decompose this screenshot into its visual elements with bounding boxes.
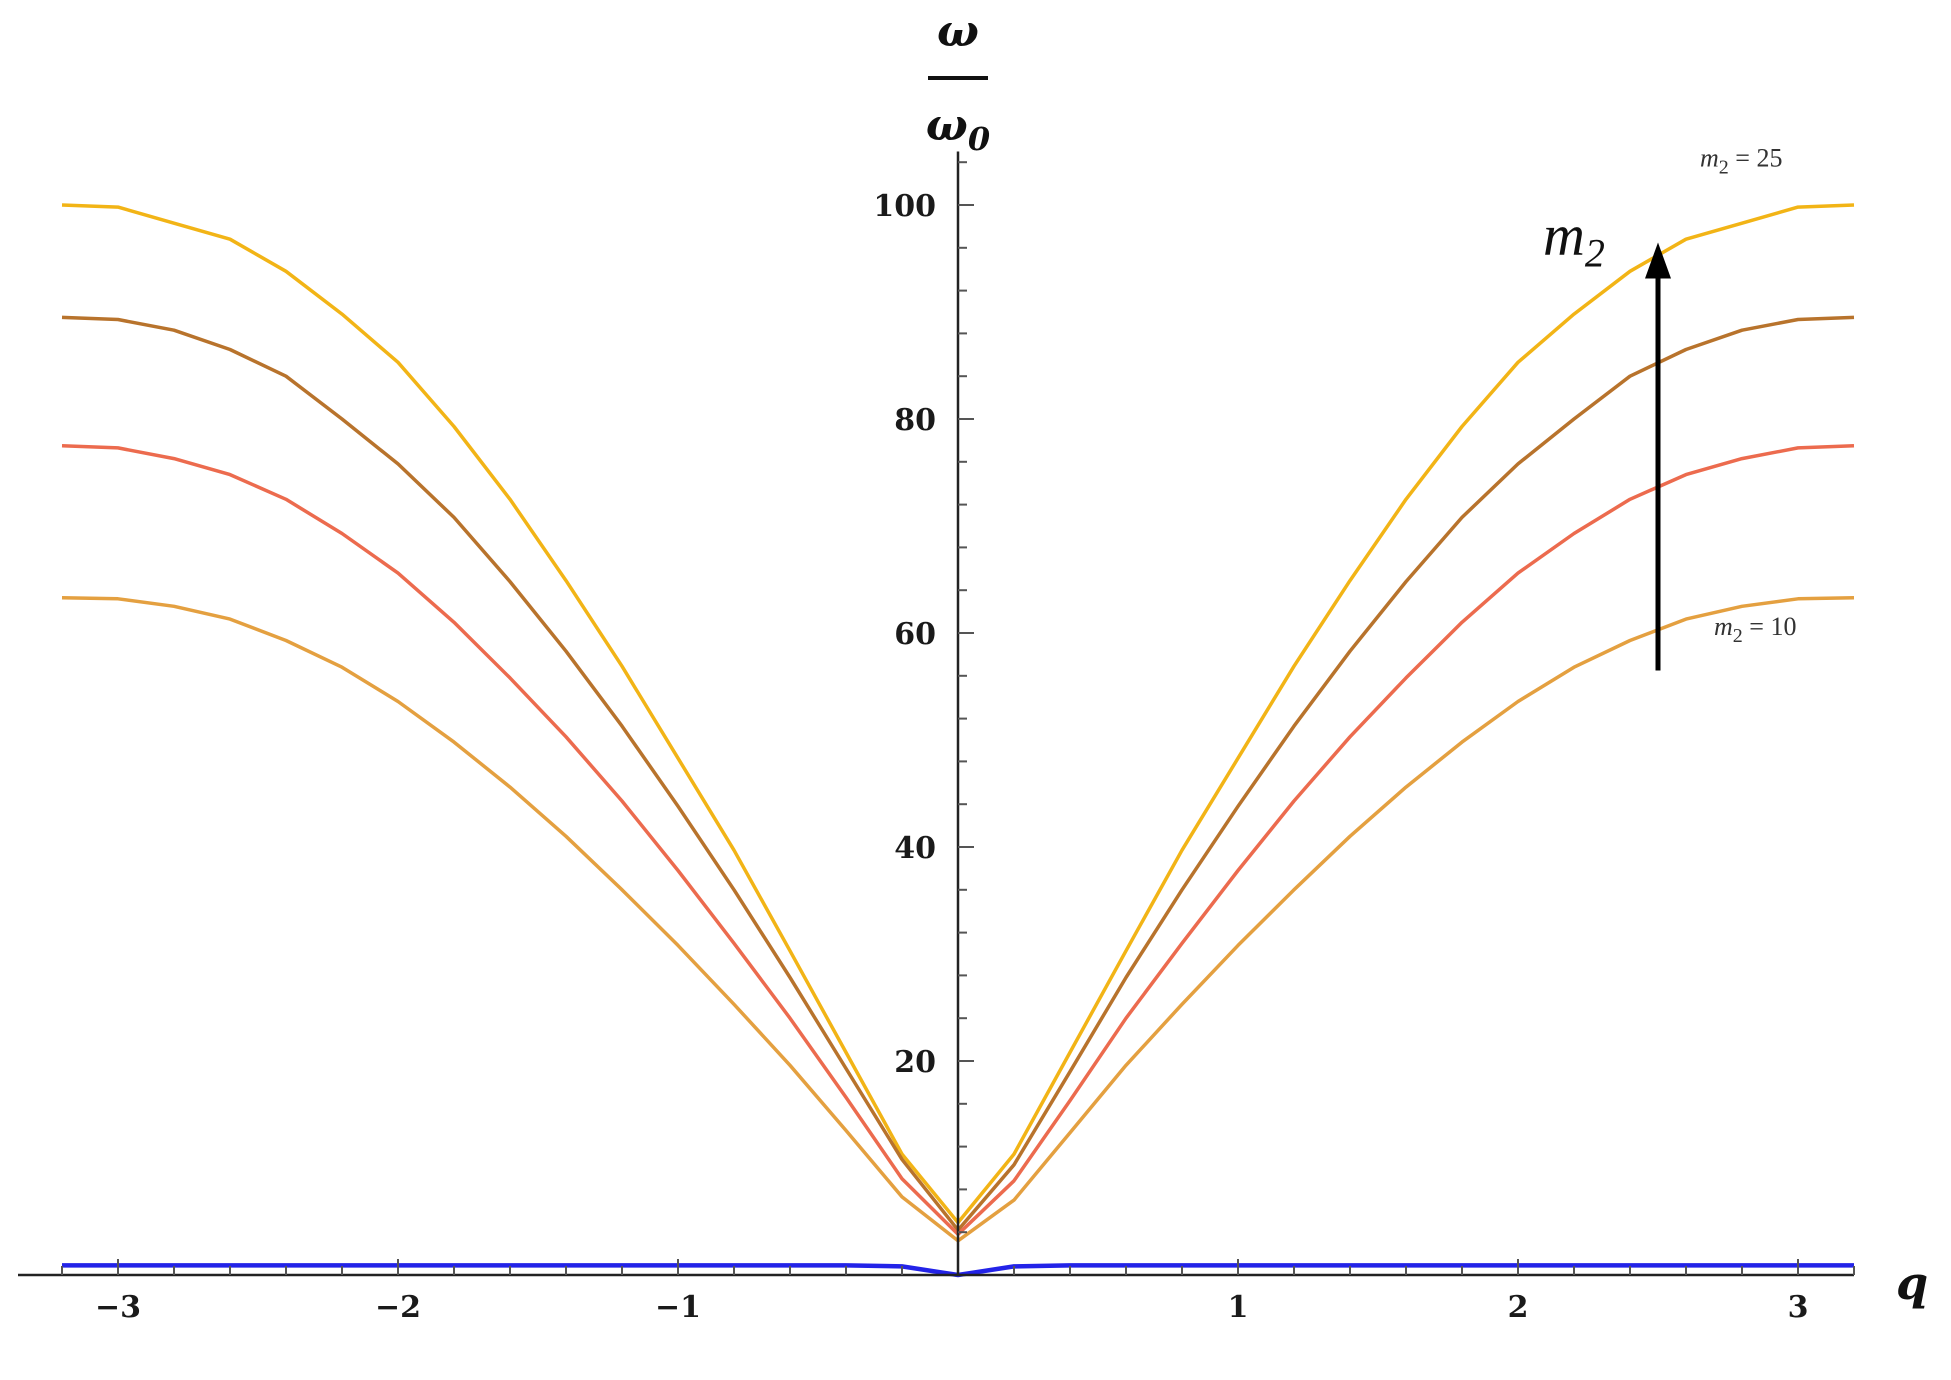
y-tick-label: 40 bbox=[894, 831, 936, 866]
x-tick-label: −2 bbox=[375, 1290, 421, 1325]
label-m2-25-value: = 25 bbox=[1729, 143, 1783, 172]
y-axis-label-denominator-sub: 0 bbox=[968, 120, 990, 158]
ticks: −3 −2 −1 1 2 3 20 40 60 80 100 bbox=[61, 161, 1855, 1325]
arrow-label-base: m bbox=[1543, 202, 1585, 267]
label-m2-10-value: = 10 bbox=[1743, 612, 1797, 641]
x-tick-label: 2 bbox=[1508, 1290, 1529, 1325]
x-tick-label: 3 bbox=[1788, 1290, 1809, 1325]
y-axis-label-numerator: ω bbox=[937, 6, 979, 57]
arrow-head bbox=[1645, 242, 1671, 279]
y-axis-label-denominator-base: ω bbox=[926, 100, 968, 151]
x-tick-label: −1 bbox=[655, 1290, 701, 1325]
y-tick-label: 60 bbox=[894, 617, 936, 652]
label-m2-10-sub: 2 bbox=[1733, 625, 1743, 647]
arrow-label: m2 bbox=[1543, 202, 1605, 275]
y-tick-label: 80 bbox=[894, 403, 936, 438]
x-tick-label: −3 bbox=[95, 1290, 141, 1325]
y-tick-label: 100 bbox=[873, 189, 936, 224]
label-m2-10-m: m bbox=[1714, 612, 1733, 641]
y-axis-label-denominator: ω0 bbox=[926, 100, 990, 158]
label-m2-25-m: m bbox=[1700, 143, 1719, 172]
y-tick-label: 20 bbox=[894, 1045, 936, 1080]
x-axis-label: q bbox=[1896, 1256, 1928, 1310]
label-m2-25: m2 = 25 bbox=[1700, 143, 1782, 178]
m2-increase-arrow bbox=[1645, 242, 1671, 671]
arrow-label-sub: 2 bbox=[1585, 230, 1605, 275]
axes bbox=[18, 151, 1854, 1277]
label-m2-25-sub: 2 bbox=[1719, 156, 1729, 178]
x-tick-label: 1 bbox=[1228, 1290, 1249, 1325]
label-m2-10: m2 = 10 bbox=[1714, 612, 1796, 647]
